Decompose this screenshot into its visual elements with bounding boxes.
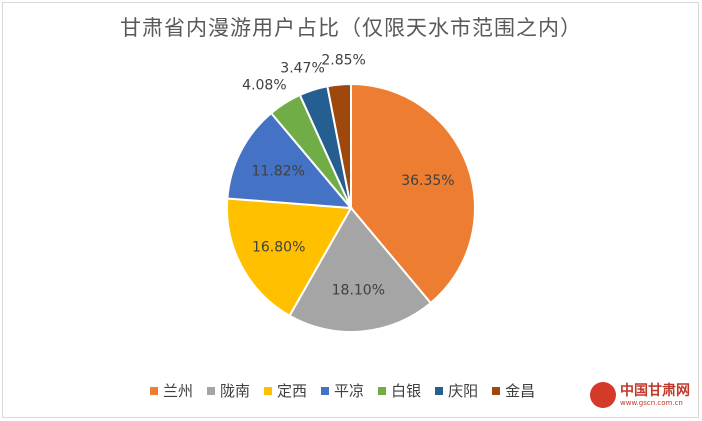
legend-label: 兰州 <box>163 382 194 400</box>
data-label-白银: 4.08% <box>242 78 286 94</box>
legend-item-定西: 定西 <box>264 380 307 401</box>
legend-item-白银: 白银 <box>378 380 421 401</box>
legend-label: 白银 <box>391 382 422 400</box>
legend-label: 定西 <box>277 382 308 400</box>
legend-label: 陇南 <box>220 382 251 400</box>
legend-label: 平凉 <box>334 382 365 400</box>
data-label-陇南: 18.10% <box>332 283 385 299</box>
legend-swatch <box>207 386 216 395</box>
legend-item-庆阳: 庆阳 <box>435 380 478 401</box>
logo-text: 中国甘肃网 <box>620 383 690 399</box>
pie-slice-陇南 <box>288 206 433 333</box>
legend-item-平凉: 平凉 <box>321 380 364 401</box>
legend-swatch <box>321 386 330 395</box>
data-label-兰州: 36.35% <box>401 173 454 189</box>
legend-item-兰州: 兰州 <box>150 380 193 401</box>
legend-swatch <box>264 386 273 395</box>
chart-title: 甘肃省内漫游用户占比（仅限天水市范围之内） <box>120 16 582 40</box>
legend-item-陇南: 陇南 <box>207 380 250 401</box>
logo-icon <box>590 382 616 408</box>
legend: 兰州 陇南 定西 平凉 白银 庆阳 金昌 <box>150 380 549 401</box>
data-label-定西: 16.80% <box>252 239 305 255</box>
watermark-logo: 中国甘肃网 www.gscn.com.cn <box>590 382 690 408</box>
legend-swatch <box>150 386 158 395</box>
legend-label: 庆阳 <box>448 382 479 400</box>
data-label-金昌: 2.85% <box>321 53 365 69</box>
data-label-平凉: 11.82% <box>252 164 305 180</box>
legend-swatch <box>435 386 444 395</box>
legend-label: 金昌 <box>505 382 536 400</box>
logo-url: www.gscn.com.cn <box>620 399 683 407</box>
pie-slice-定西 <box>226 197 353 318</box>
data-label-庆阳: 3.47% <box>280 61 324 77</box>
legend-swatch <box>378 386 387 395</box>
legend-swatch <box>492 386 501 395</box>
legend-item-金昌: 金昌 <box>492 380 535 401</box>
pie-slice-兰州 <box>350 82 476 305</box>
pie-slice-平凉 <box>226 111 354 210</box>
pie-slice-金昌 <box>326 82 352 209</box>
